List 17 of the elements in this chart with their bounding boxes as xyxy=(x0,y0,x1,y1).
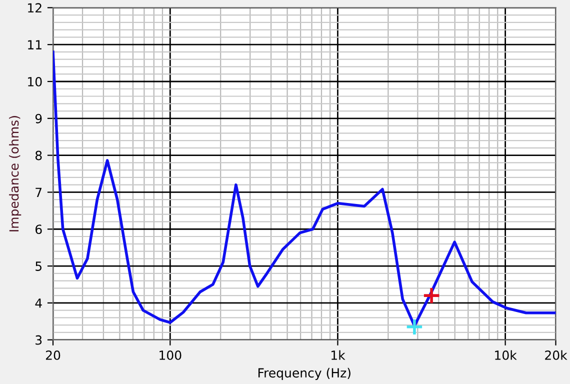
x-tick-label: 20 xyxy=(46,350,60,360)
y-tick-label: 10 xyxy=(28,76,42,86)
x-tick-label: 1k xyxy=(332,350,346,360)
x-tick-label: 10k xyxy=(495,350,517,360)
y-tick-label: 7 xyxy=(36,188,42,197)
y-tick-label: 6 xyxy=(36,224,42,234)
x-axis-title: Frequency (Hz) xyxy=(258,368,350,380)
y-axis-title: Impedance (ohms) xyxy=(9,116,22,232)
y-tick-label: 3 xyxy=(36,335,42,345)
y-tick-label: 4 xyxy=(35,298,42,308)
x-tick-label: 20k xyxy=(545,350,568,360)
y-tick-label: 5 xyxy=(36,262,42,271)
y-tick-label: 8 xyxy=(35,150,42,160)
y-tick-label: 12 xyxy=(28,3,42,12)
y-tick-label: 11 xyxy=(28,40,42,50)
y-tick-label: 9 xyxy=(35,114,42,124)
x-tick-label: 100 xyxy=(160,350,182,360)
